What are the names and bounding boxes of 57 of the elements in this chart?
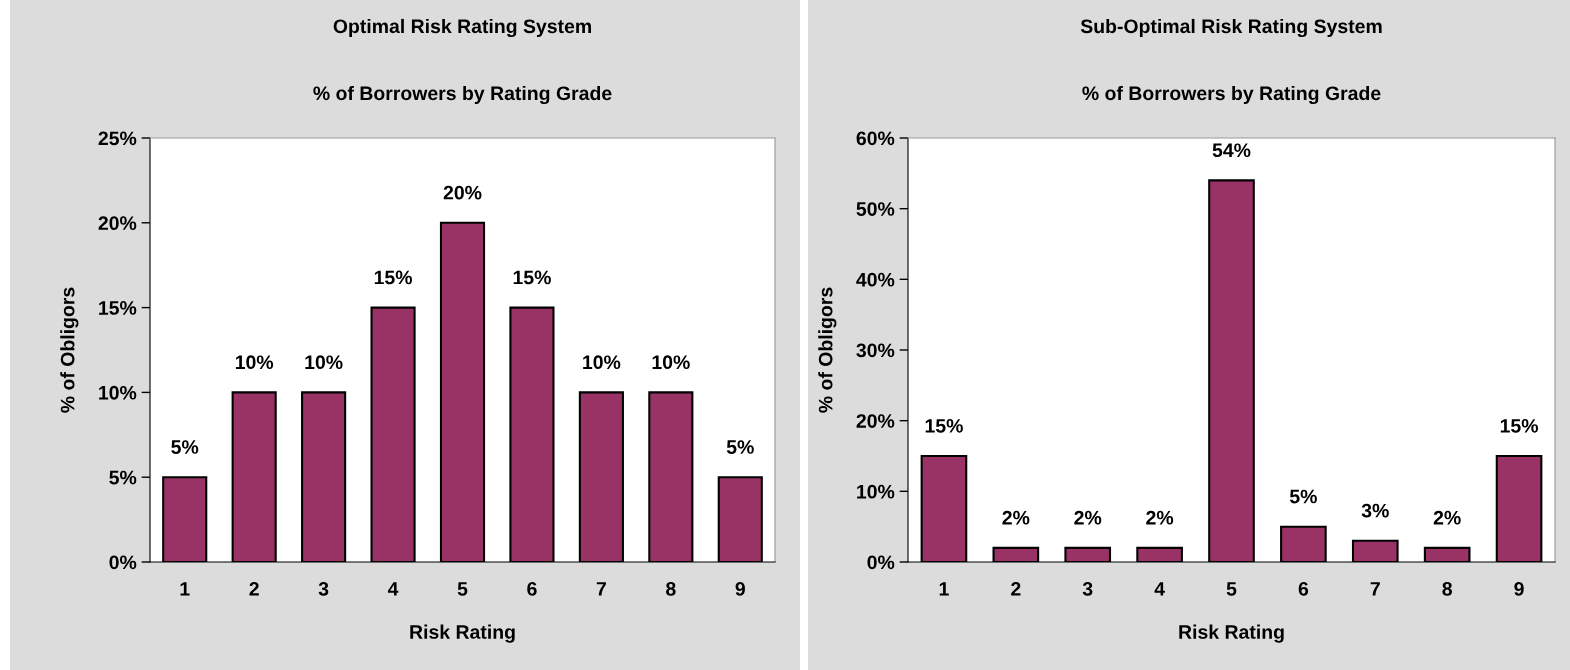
data-label: 20%: [443, 185, 482, 200]
x-tick-label: 2: [1011, 581, 1021, 596]
y-tick-label: 50%: [856, 202, 895, 216]
x-tick-label: 8: [1442, 581, 1452, 596]
x-tick-label: 7: [1370, 582, 1380, 596]
chart-title: Optimal Risk Rating System: [333, 18, 591, 38]
y-tick-label: 25%: [98, 131, 137, 146]
y-tick-label: 20%: [98, 216, 137, 231]
y-axis-title: % of Obligors: [60, 287, 79, 413]
data-label: 5%: [1289, 489, 1317, 504]
y-tick-label: 60%: [856, 131, 895, 146]
x-axis-title: Risk Rating: [1179, 624, 1284, 643]
data-label: 54%: [1212, 143, 1251, 158]
x-tick-label: 4: [387, 582, 399, 596]
data-label: 2%: [1433, 510, 1461, 525]
x-tick-label: 4: [1154, 582, 1165, 596]
x-tick-label: 5: [1226, 582, 1237, 596]
x-tick-label: 1: [939, 582, 949, 596]
x-tick-label: 3: [1082, 581, 1093, 596]
x-tick-label: 2: [249, 581, 259, 596]
chart-subtitle: % of Borrowers by Rating Grade: [313, 85, 612, 105]
y-tick-label: 15%: [99, 301, 137, 315]
data-label: 2%: [1074, 510, 1102, 525]
x-axis-title: Risk Rating: [410, 624, 515, 643]
data-label: 3%: [1361, 503, 1389, 518]
chart-subtitle: % of Borrowers by Rating Grade: [1082, 85, 1381, 105]
x-tick-label: 5: [457, 582, 468, 596]
data-label: 15%: [374, 270, 412, 285]
data-label: 5%: [726, 440, 754, 454]
y-tick-label: 5%: [109, 470, 137, 485]
data-label: 10%: [235, 355, 274, 370]
y-tick-label: 10%: [857, 484, 895, 499]
x-tick-label: 7: [596, 582, 606, 596]
chart-title: Sub-Optimal Risk Rating System: [1080, 18, 1382, 38]
x-tick-label: 1: [180, 582, 190, 596]
y-axis-title: % of Obligors: [818, 287, 837, 413]
x-tick-label: 9: [735, 581, 745, 596]
y-tick-label: 30%: [856, 343, 895, 358]
y-tick-label: 20%: [856, 414, 895, 428]
data-label: 10%: [583, 355, 621, 370]
y-tick-label: 0%: [867, 555, 895, 570]
y-tick-label: 0%: [109, 555, 137, 570]
x-tick-label: 3: [318, 581, 329, 596]
data-label: 5%: [171, 440, 199, 454]
x-tick-label: 8: [666, 581, 676, 596]
x-tick-label: 6: [527, 581, 537, 596]
y-tick-label: 10%: [99, 385, 137, 400]
data-label: 10%: [652, 355, 690, 370]
data-label: 2%: [1002, 510, 1030, 525]
data-label: 10%: [305, 355, 343, 370]
data-label: 15%: [1500, 418, 1538, 433]
data-label: 15%: [513, 270, 551, 285]
x-tick-label: 9: [1514, 581, 1524, 596]
y-tick-label: 40%: [856, 272, 895, 287]
x-tick-label: 6: [1298, 581, 1309, 596]
data-label: 15%: [925, 418, 963, 433]
data-label: 2%: [1146, 510, 1174, 525]
